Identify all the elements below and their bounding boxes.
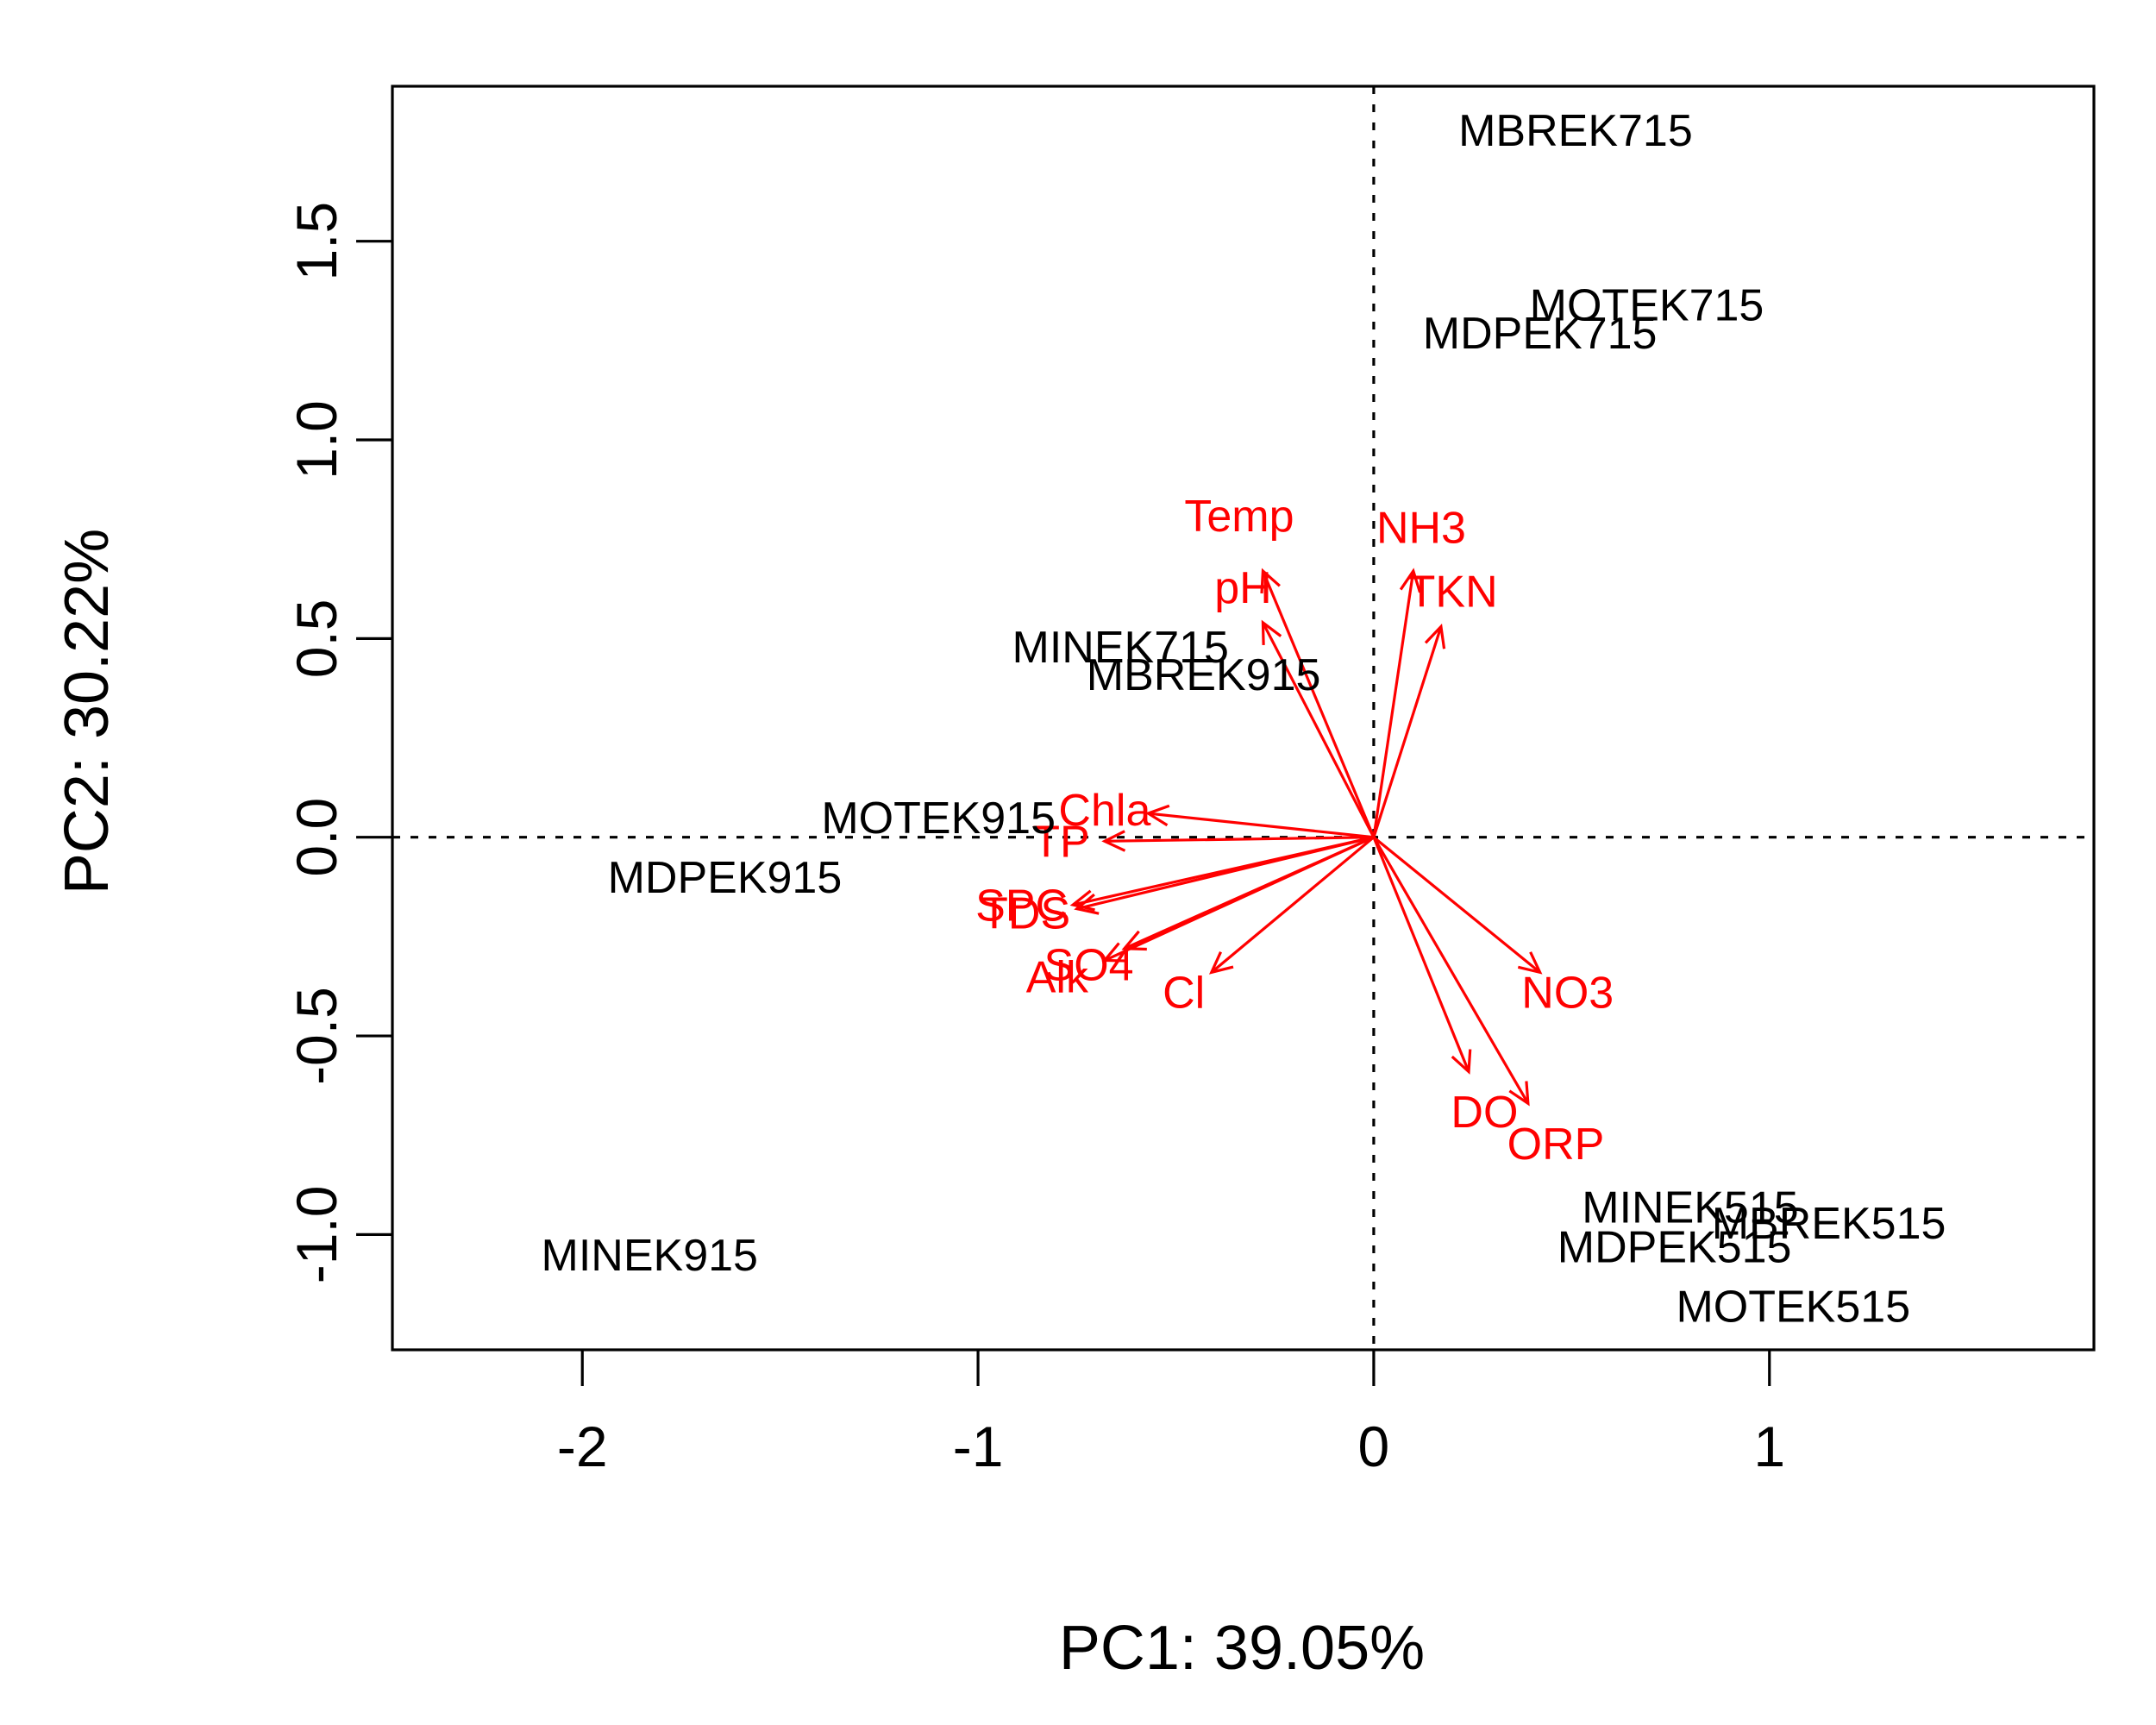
variable-label: NO3 <box>1521 969 1614 1019</box>
loading-arrow <box>1210 836 1375 974</box>
loading-arrow <box>1261 570 1376 838</box>
variable-label: Cl <box>1163 969 1205 1019</box>
variable-label: SPC <box>975 881 1068 931</box>
variable-label: TP <box>1032 818 1089 868</box>
sample-label: MINEK715 <box>1012 623 1229 673</box>
sample-label: MOTEK515 <box>1676 1283 1910 1333</box>
sample-label: MINEK515 <box>1582 1182 1798 1233</box>
x-tick-label: -2 <box>557 1414 608 1478</box>
variable-label: Temp <box>1184 492 1294 542</box>
sample-label: MOTEK715 <box>1530 281 1764 331</box>
loading-arrow <box>1372 626 1443 838</box>
variable-label: Alk <box>1026 952 1089 1002</box>
variable-label: pH <box>1214 563 1271 613</box>
arrow-head <box>1074 893 1100 915</box>
y-tick-label: -1.0 <box>285 1186 348 1284</box>
loading-arrow <box>1076 836 1375 911</box>
sample-label: MBREK515 <box>1712 1199 1946 1249</box>
loading-arrow <box>1148 812 1375 839</box>
variable-label: DO <box>1451 1088 1518 1138</box>
arrow-head <box>1144 804 1170 827</box>
arrow-head <box>1424 624 1446 649</box>
sample-label: MINEK915 <box>542 1231 758 1281</box>
arrow-head <box>1260 568 1281 594</box>
arrow-head <box>1261 619 1282 645</box>
arrow-head <box>1121 930 1147 951</box>
y-tick-label: 1.0 <box>285 400 348 480</box>
y-tick-label: -0.5 <box>285 987 348 1085</box>
y-axis-title: PC2: 30.22% <box>53 529 122 894</box>
axes: -2 -1 0 1 -1.0 -0.5 0.0 0.5 1.0 1.5 <box>285 85 2096 1478</box>
variable-label: ORP <box>1507 1120 1605 1170</box>
loading-arrow <box>1372 570 1415 837</box>
variable-label: TDS <box>981 889 1070 939</box>
y-tick-label: 1.5 <box>285 202 348 281</box>
arrow-head <box>1208 951 1234 975</box>
sample-label: MDPEK915 <box>608 853 843 903</box>
y-tick-label: 0.5 <box>285 599 348 678</box>
variable-label: Chla <box>1058 786 1150 836</box>
variable-label: NH3 <box>1376 504 1466 554</box>
sample-label: MBREK915 <box>1087 650 1321 700</box>
loading-arrow <box>1372 836 1541 974</box>
x-tick-label: 1 <box>1753 1414 1785 1478</box>
loading-arrow <box>1262 622 1376 838</box>
arrow-head <box>1517 951 1543 975</box>
y-tick-label: 0.0 <box>285 798 348 877</box>
loading-arrow <box>1372 837 1470 1073</box>
loading-arrow <box>1104 836 1375 962</box>
arrow-head <box>1451 1049 1472 1075</box>
arrow-head <box>1101 830 1126 852</box>
sample-label: MDPEK515 <box>1557 1223 1792 1273</box>
variable-label: TKN <box>1408 567 1498 617</box>
loading-arrow <box>1372 836 1530 1105</box>
plot-frame <box>391 85 2096 1352</box>
x-axis-title: PC1: 39.05% <box>1059 1614 1425 1683</box>
sample-label: MBREK715 <box>1458 106 1693 156</box>
sample-label: MDPEK715 <box>1423 309 1658 359</box>
x-tick-label: -1 <box>953 1414 1004 1478</box>
arrow-head <box>1399 568 1422 593</box>
arrow-head <box>1069 889 1095 912</box>
variable-label: SO4 <box>1044 940 1134 990</box>
arrow-head <box>1101 942 1127 963</box>
loading-arrow <box>1104 836 1374 843</box>
x-tick-label: 0 <box>1358 1414 1390 1478</box>
arrow-head <box>1508 1081 1530 1107</box>
sample-label: MOTEK915 <box>821 794 1056 844</box>
